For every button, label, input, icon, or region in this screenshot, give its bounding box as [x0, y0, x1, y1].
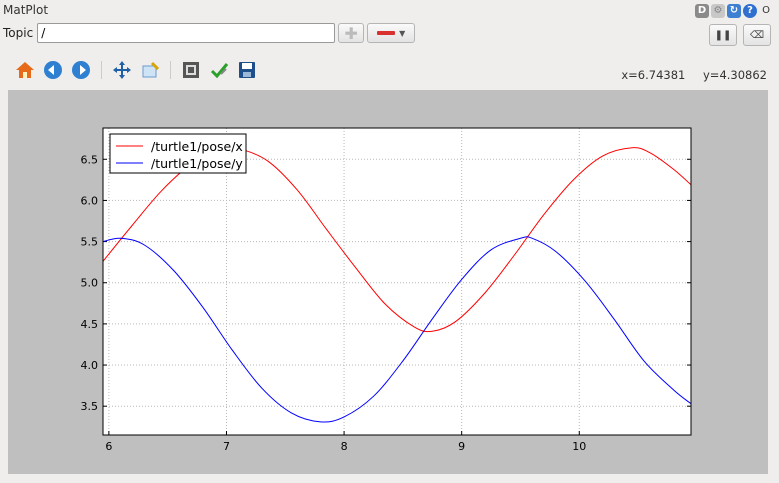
toolbar [14, 59, 258, 81]
cursor-x: x=6.74381 [621, 68, 686, 82]
pan-icon[interactable] [111, 59, 133, 81]
y-tick-label: 5.0 [81, 277, 99, 290]
y-tick-label: 6.5 [81, 153, 99, 166]
topic-row: Topic ✚ ▼ [3, 23, 416, 43]
edit-icon[interactable] [208, 59, 230, 81]
save-icon[interactable] [236, 59, 258, 81]
back-icon[interactable] [42, 59, 64, 81]
right-buttons: ❚❚ ⌫ [709, 24, 771, 46]
window-title: MatPlot [3, 3, 49, 17]
y-tick-label: 4.5 [81, 318, 99, 331]
minus-icon [377, 31, 396, 35]
plot-area[interactable]: 6 7 8 9 10 3.5 4.0 4.5 5.0 5.5 6.0 6.5/turtle1/pose… [8, 90, 768, 474]
topic-input[interactable] [37, 23, 336, 43]
remove-topic-button[interactable]: ▼ [367, 23, 416, 43]
toolbar-separator [101, 61, 102, 79]
plot-background [103, 128, 691, 435]
cursor-y: y=4.30862 [703, 68, 767, 82]
add-topic-button[interactable]: ✚ [338, 23, 365, 43]
refresh-icon[interactable]: ↻ [727, 4, 741, 18]
x-tick-label: 8 [341, 440, 348, 453]
plus-icon: ✚ [344, 23, 358, 43]
close-icon[interactable]: O [762, 5, 770, 16]
y-tick-label: 3.5 [81, 400, 99, 413]
clear-icon: ⌫ [749, 29, 765, 41]
x-tick-label: 9 [458, 440, 465, 453]
y-tick-label: 6.0 [81, 194, 99, 207]
x-tick-label: 10 [572, 440, 586, 453]
y-tick-label: 4.0 [81, 359, 99, 372]
gear-icon[interactable]: ⚙ [711, 4, 725, 18]
chevron-down-icon: ▼ [399, 28, 406, 38]
dock-icon[interactable]: D [695, 4, 709, 18]
configure-icon[interactable] [180, 59, 202, 81]
zoom-icon[interactable] [139, 59, 161, 81]
y-tick-label: 5.5 [81, 236, 99, 249]
toolbar-separator [170, 61, 171, 79]
topic-label: Topic [3, 26, 34, 40]
plot-canvas[interactable]: 6 7 8 9 10 3.5 4.0 4.5 5.0 5.5 6.0 6.5/turtle1/pose… [8, 90, 768, 474]
plot-frame [102, 127, 692, 436]
series-line-y [103, 236, 691, 423]
x-tick-label: 6 [105, 440, 112, 453]
legend-label: /turtle1/pose/y [151, 156, 243, 171]
legend-label: /turtle1/pose/x [151, 139, 243, 154]
cursor-coordinates: x=6.74381 y=4.30862 [607, 68, 767, 82]
help-icon[interactable]: ? [743, 4, 757, 18]
pause-icon: ❚❚ [714, 29, 732, 41]
pause-button[interactable]: ❚❚ [709, 24, 737, 46]
title-icons: D ⚙ ↻ ? O [695, 4, 773, 18]
legend-box [109, 133, 247, 174]
clear-button[interactable]: ⌫ [743, 24, 771, 46]
forward-icon[interactable] [70, 59, 92, 81]
home-icon[interactable] [14, 59, 36, 81]
x-tick-label: 7 [223, 440, 230, 453]
